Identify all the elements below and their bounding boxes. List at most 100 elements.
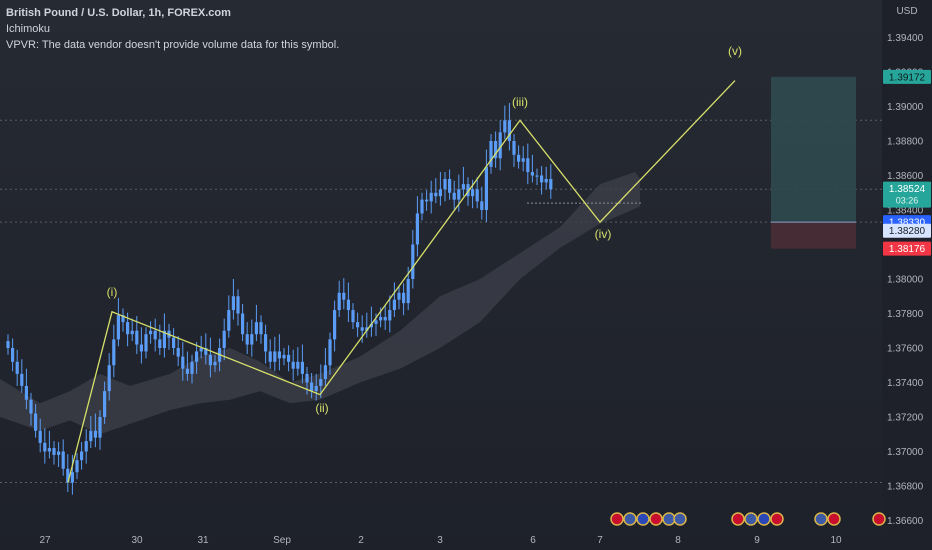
stop-price-label: 1.38176	[889, 244, 926, 255]
candle-body	[457, 189, 461, 200]
candle-body	[190, 361, 194, 374]
event-icons[interactable]	[610, 512, 886, 526]
entry-price-label: 1.38330	[889, 218, 926, 229]
candle-body	[66, 468, 70, 483]
candle-body	[337, 292, 341, 311]
target-price-label: 1.39172	[889, 72, 926, 83]
candle-body	[250, 334, 254, 345]
profit-zone[interactable]	[771, 76, 856, 223]
candle-body	[365, 327, 369, 331]
symbol-title[interactable]: British Pound / U.S. Dollar, 1h, FOREX.c…	[6, 7, 231, 19]
candle-body	[158, 339, 162, 348]
us-flag-icon[interactable]	[662, 512, 676, 526]
target-price-label-box	[883, 69, 931, 84]
candle-body	[521, 158, 525, 162]
wave-label: (v)	[728, 44, 742, 58]
candle-body	[360, 327, 364, 331]
candles	[6, 103, 642, 495]
candle-body	[52, 448, 56, 455]
us-flag-icon[interactable]	[814, 512, 828, 526]
candle-body	[93, 430, 97, 438]
candle-body	[526, 158, 530, 173]
price-tick-label: 1.39000	[887, 102, 924, 113]
candle-body	[549, 178, 553, 190]
candle-body	[273, 351, 277, 362]
price-tick-label: 1.37200	[887, 413, 924, 424]
candle-body	[34, 413, 38, 431]
candle-body	[149, 330, 153, 335]
uk-flag-icon[interactable]	[610, 512, 624, 526]
candle-body	[544, 178, 548, 183]
candle-body	[503, 120, 507, 133]
candle-body	[328, 339, 332, 366]
candle-body	[420, 199, 424, 214]
elliott-wave[interactable]: (i) (ii) (iii) (iv) (v)	[67, 44, 742, 483]
candle-body	[181, 356, 185, 369]
candle-body	[310, 382, 314, 392]
candle-body	[236, 296, 240, 314]
indicator-ichimoku[interactable]: Ichimoku	[6, 23, 51, 35]
candle-body	[20, 373, 24, 386]
candle-body	[438, 189, 442, 197]
price-tick-label: 1.36600	[887, 516, 924, 527]
candle-body	[245, 334, 249, 345]
candle-body	[130, 330, 134, 335]
wave-label: (iv)	[595, 227, 612, 241]
candle-body	[356, 322, 360, 328]
candle-body	[139, 344, 143, 352]
currency-label: USD	[896, 6, 917, 17]
candle-body	[540, 175, 544, 183]
candle-body	[162, 330, 166, 348]
candle-body	[411, 244, 415, 279]
candle-body	[6, 341, 10, 348]
uk-flag-icon[interactable]	[770, 512, 784, 526]
price-tick-label: 1.38600	[887, 171, 924, 182]
uk-flag-icon[interactable]	[827, 512, 841, 526]
long-position-tool[interactable]	[771, 76, 856, 249]
candle-body	[383, 316, 387, 321]
eu-flag-icon[interactable]	[636, 512, 650, 526]
uk-flag-icon[interactable]	[649, 512, 663, 526]
candle-body	[264, 334, 268, 352]
date-tick-label: 27	[39, 535, 51, 546]
date-tick-label: 9	[754, 535, 760, 546]
chart-legend: British Pound / U.S. Dollar, 1h, FOREX.c…	[6, 5, 339, 53]
indicator-vpvr[interactable]: VPVR: The data vendor doesn't provide vo…	[6, 39, 340, 51]
candle-body	[231, 296, 235, 311]
candle-body	[24, 385, 28, 400]
us-flag-icon[interactable]	[623, 512, 637, 526]
candle-body	[172, 337, 176, 348]
candle-body	[466, 184, 470, 197]
wave-path[interactable]	[67, 80, 736, 483]
candle-body	[57, 451, 61, 455]
us-flag-icon[interactable]	[744, 512, 758, 526]
candle-body	[484, 166, 488, 210]
candle-body	[397, 292, 401, 300]
eu-flag-icon[interactable]	[757, 512, 771, 526]
loss-zone[interactable]	[771, 222, 856, 249]
candle-body	[241, 313, 245, 335]
uk-flag-icon[interactable]	[731, 512, 745, 526]
date-tick-label: Sep	[273, 535, 291, 546]
candle-body	[222, 330, 226, 348]
level-price-label-box	[883, 223, 931, 238]
candle-body	[254, 322, 258, 335]
uk-flag-icon[interactable]	[872, 512, 886, 526]
candle-body	[351, 310, 355, 323]
candle-body	[429, 192, 433, 202]
price-tick-label: 1.37000	[887, 447, 924, 458]
price-tick-label: 1.38000	[887, 275, 924, 286]
candle-body	[346, 299, 350, 311]
us-flag-icon[interactable]	[673, 512, 687, 526]
wave-label: (iii)	[512, 95, 528, 109]
candle-body	[103, 391, 107, 417]
price-tick-label: 1.38800	[887, 137, 924, 148]
date-tick-label: 30	[131, 535, 143, 546]
candle-body	[296, 361, 300, 369]
dashed-levels	[0, 119, 882, 484]
date-tick-label: 31	[197, 535, 209, 546]
time-axis[interactable]: 27 30 31 Sep 2 3 6 7 8 9 10	[39, 535, 842, 546]
price-tick-label: 1.38400	[887, 206, 924, 217]
candle-body	[70, 472, 74, 483]
